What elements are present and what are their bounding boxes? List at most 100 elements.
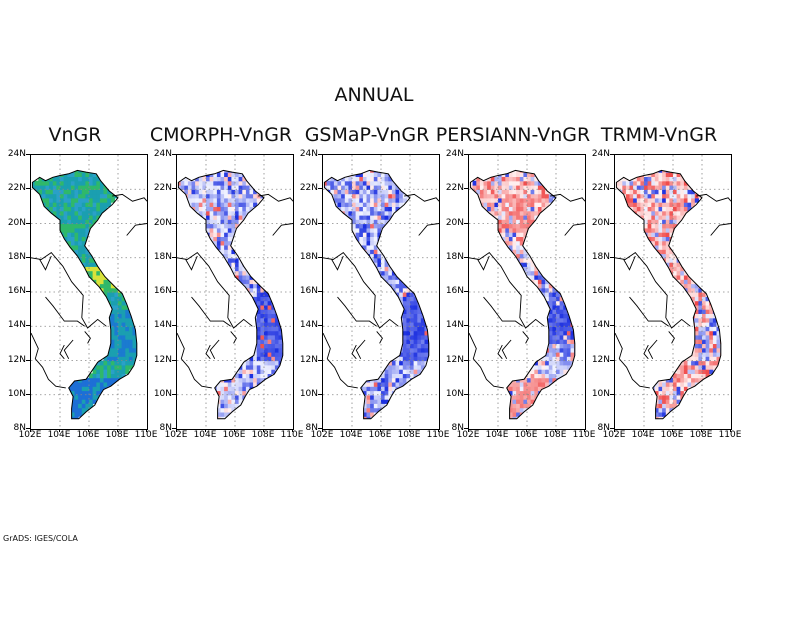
map-frame xyxy=(176,154,294,430)
lon-tick xyxy=(322,428,323,432)
country-border xyxy=(469,251,545,329)
lat-tick-label: 8N xyxy=(305,423,318,433)
lat-tick xyxy=(172,154,176,155)
lon-tick xyxy=(468,428,469,432)
country-border xyxy=(209,339,220,360)
map-panel-2: CMORPH-VnGR 24N 22N 20N 18N 16N 14N 12N 10N 8N 102… xyxy=(146,124,304,444)
lat-tick xyxy=(26,428,30,429)
lat-tick-label: 20N xyxy=(7,217,26,228)
lat-tick-label: 16N xyxy=(299,286,318,296)
lat-tick xyxy=(318,154,322,155)
lat-tick xyxy=(26,359,30,361)
lon-tick xyxy=(146,428,147,432)
vietnam-outline xyxy=(31,169,138,420)
lat-tick xyxy=(610,325,614,327)
map-panel-3: GSMaP-VnGR 24N 22N 20N 18N 16N 14N 12N 10N 8N 102E… xyxy=(292,124,450,444)
panel-title: GSMaP-VnGR xyxy=(304,124,430,146)
lat-tick-label: 18N xyxy=(7,251,26,262)
country-border xyxy=(501,339,512,360)
lon-tick-label: 110E xyxy=(280,430,304,440)
country-border xyxy=(643,344,649,360)
lon-tick-label: 102E xyxy=(456,430,480,440)
lon-tick xyxy=(584,428,585,432)
lat-tick-label: 14N xyxy=(591,320,610,331)
lon-tick-label: 102E xyxy=(18,430,42,440)
country-border xyxy=(404,193,439,202)
lon-tick xyxy=(351,428,352,432)
country-border xyxy=(185,255,198,271)
vietnam-outline xyxy=(615,169,722,420)
country-border xyxy=(469,332,504,389)
country-border xyxy=(205,344,211,360)
lat-tick-label: 22N xyxy=(445,183,464,194)
rainfall-cells xyxy=(324,170,429,419)
lat-tick xyxy=(26,393,30,395)
country-border xyxy=(522,331,529,344)
map-svg xyxy=(31,155,147,429)
lon-tick xyxy=(117,428,118,432)
lat-tick xyxy=(26,222,30,224)
panel-title: PERSIANN-VnGR xyxy=(435,124,591,146)
lat-tick xyxy=(610,154,614,155)
lat-tick xyxy=(26,188,30,190)
vietnam-outline xyxy=(469,169,576,420)
country-border xyxy=(31,332,66,389)
lon-tick xyxy=(176,428,177,432)
lat-tick-label: 8N xyxy=(159,423,172,433)
lat-tick xyxy=(464,393,468,395)
rainfall-cells xyxy=(616,170,721,419)
lat-tick-label: 10N xyxy=(153,388,172,399)
lon-tick xyxy=(614,428,615,432)
lat-tick-label: 8N xyxy=(451,423,464,433)
country-border xyxy=(710,223,731,236)
lon-tick-label: 104E xyxy=(47,430,71,440)
country-border xyxy=(84,331,91,344)
lat-tick xyxy=(464,359,468,361)
country-border xyxy=(497,344,503,360)
lat-tick xyxy=(318,359,322,361)
rainfall-cells xyxy=(470,170,575,419)
lon-tick-label: 102E xyxy=(164,430,188,440)
lon-tick-label: 110E xyxy=(572,430,596,440)
map-svg xyxy=(323,155,439,429)
lon-tick-label: 104E xyxy=(485,430,509,440)
lat-tick xyxy=(610,222,614,224)
map-frame xyxy=(468,154,586,430)
country-border xyxy=(615,332,650,389)
lat-tick-label: 20N xyxy=(445,217,464,228)
lat-tick xyxy=(172,325,176,327)
country-border xyxy=(477,255,490,271)
country-border xyxy=(483,296,523,327)
lat-tick xyxy=(318,393,322,395)
lon-tick xyxy=(526,428,527,432)
lat-tick xyxy=(610,428,614,429)
lat-tick-label: 14N xyxy=(299,320,318,331)
map-frame xyxy=(30,154,148,430)
lon-tick xyxy=(730,428,731,432)
country-border xyxy=(258,193,293,202)
lat-tick-label: 12N xyxy=(299,354,318,365)
lat-tick-label: 24N xyxy=(153,149,172,159)
country-border xyxy=(696,193,731,202)
country-border xyxy=(230,331,237,344)
lon-tick-label: 108E xyxy=(251,430,275,440)
lon-tick xyxy=(292,428,293,432)
country-border xyxy=(39,255,52,271)
lat-tick-label: 12N xyxy=(7,354,26,365)
country-border xyxy=(668,331,675,344)
lat-tick xyxy=(464,188,468,190)
lat-tick xyxy=(610,188,614,190)
map-svg xyxy=(615,155,731,429)
lon-tick xyxy=(263,428,264,432)
country-border xyxy=(177,332,212,389)
lat-tick xyxy=(26,291,30,292)
lat-tick-label: 18N xyxy=(445,251,464,262)
lon-tick xyxy=(643,428,644,432)
panel-title: CMORPH-VnGR xyxy=(149,124,293,146)
lat-tick-label: 10N xyxy=(591,388,610,399)
lat-tick xyxy=(318,428,322,429)
country-border xyxy=(376,331,383,344)
lat-tick xyxy=(318,188,322,190)
country-border xyxy=(112,193,147,202)
lat-tick-label: 16N xyxy=(153,286,172,296)
